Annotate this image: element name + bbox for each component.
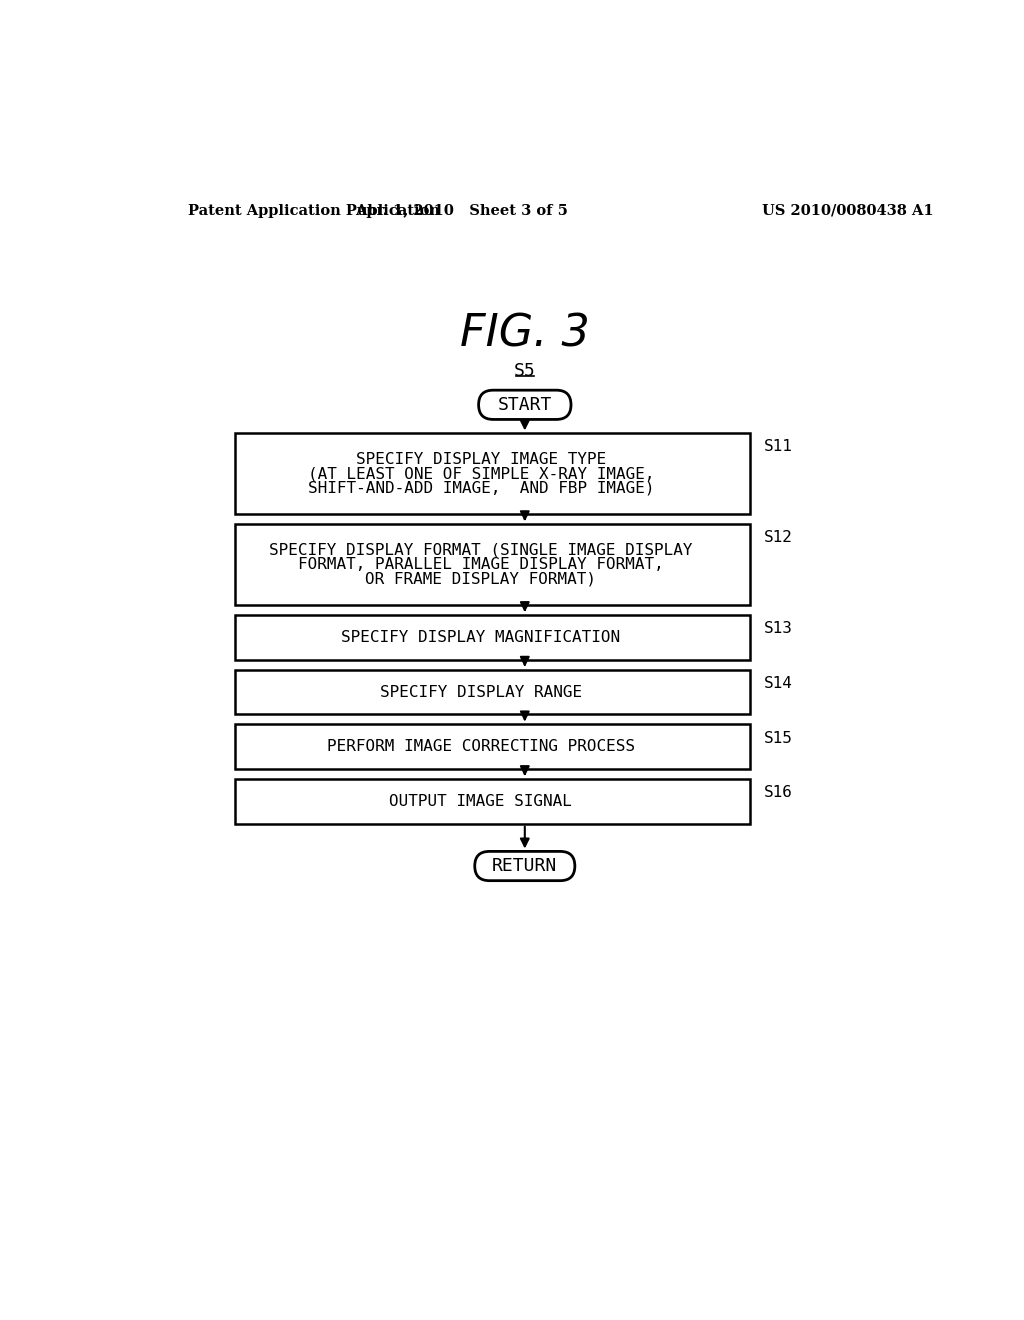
- Text: OR FRAME DISPLAY FORMAT): OR FRAME DISPLAY FORMAT): [366, 572, 596, 586]
- FancyBboxPatch shape: [234, 725, 751, 770]
- Text: Apr. 1, 2010   Sheet 3 of 5: Apr. 1, 2010 Sheet 3 of 5: [355, 203, 568, 218]
- Text: (AT LEAST ONE OF SIMPLE X-RAY IMAGE,: (AT LEAST ONE OF SIMPLE X-RAY IMAGE,: [307, 466, 654, 482]
- Text: PERFORM IMAGE CORRECTING PROCESS: PERFORM IMAGE CORRECTING PROCESS: [327, 739, 635, 754]
- Text: OUTPUT IMAGE SIGNAL: OUTPUT IMAGE SIGNAL: [389, 793, 572, 809]
- Text: S15: S15: [764, 730, 794, 746]
- Text: S5: S5: [514, 362, 536, 380]
- FancyBboxPatch shape: [234, 669, 751, 714]
- Text: FIG. 3: FIG. 3: [460, 313, 590, 355]
- Text: S11: S11: [764, 440, 794, 454]
- Text: S16: S16: [764, 785, 794, 800]
- Text: RETURN: RETURN: [493, 857, 557, 875]
- Text: S13: S13: [764, 622, 794, 636]
- Text: SHIFT-AND-ADD IMAGE,  AND FBP IMAGE): SHIFT-AND-ADD IMAGE, AND FBP IMAGE): [307, 480, 654, 496]
- Text: SPECIFY DISPLAY MAGNIFICATION: SPECIFY DISPLAY MAGNIFICATION: [341, 630, 621, 645]
- Text: S12: S12: [764, 531, 794, 545]
- Text: Patent Application Publication: Patent Application Publication: [188, 203, 440, 218]
- Text: S14: S14: [764, 676, 794, 690]
- Text: SPECIFY DISPLAY FORMAT (SINGLE IMAGE DISPLAY: SPECIFY DISPLAY FORMAT (SINGLE IMAGE DIS…: [269, 543, 692, 557]
- FancyBboxPatch shape: [234, 524, 751, 605]
- FancyBboxPatch shape: [234, 615, 751, 660]
- Text: US 2010/0080438 A1: US 2010/0080438 A1: [762, 203, 934, 218]
- Text: SPECIFY DISPLAY RANGE: SPECIFY DISPLAY RANGE: [380, 685, 582, 700]
- FancyBboxPatch shape: [234, 433, 751, 515]
- Text: START: START: [498, 396, 552, 413]
- Text: FORMAT, PARALLEL IMAGE DISPLAY FORMAT,: FORMAT, PARALLEL IMAGE DISPLAY FORMAT,: [298, 557, 664, 572]
- FancyBboxPatch shape: [475, 851, 574, 880]
- FancyBboxPatch shape: [478, 391, 571, 420]
- FancyBboxPatch shape: [234, 779, 751, 824]
- Text: SPECIFY DISPLAY IMAGE TYPE: SPECIFY DISPLAY IMAGE TYPE: [355, 451, 606, 466]
